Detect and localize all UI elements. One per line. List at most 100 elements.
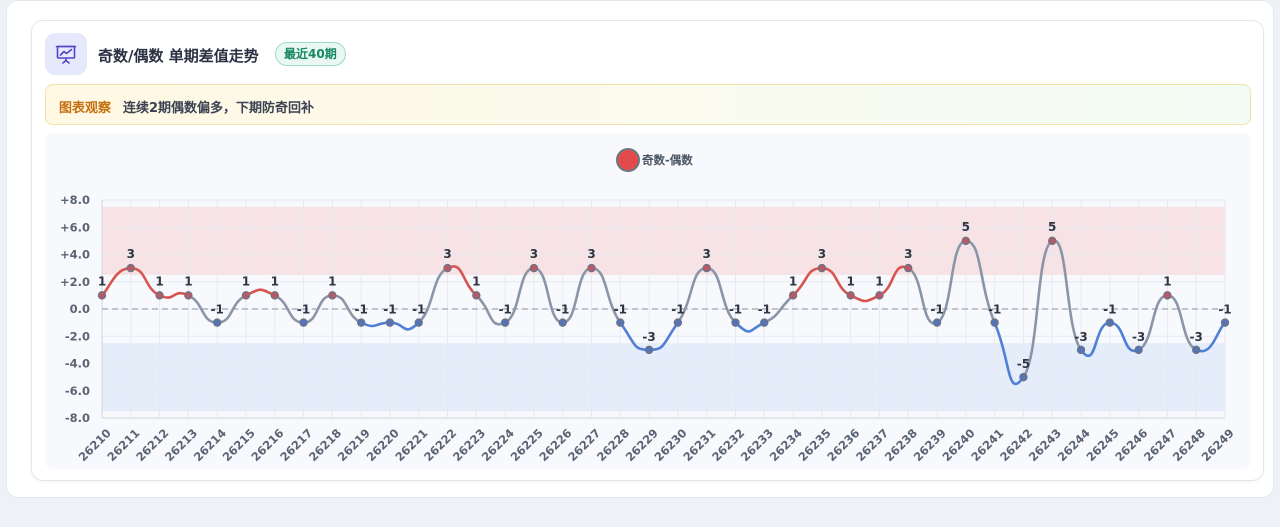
series-line-segment: [1079, 321, 1112, 358]
data-point[interactable]: [760, 318, 769, 327]
y-tick-label: +6.0: [60, 220, 90, 234]
data-label: -1: [412, 303, 425, 317]
series-line-segment: [1050, 239, 1083, 352]
data-point[interactable]: [500, 318, 510, 327]
data-label: 3: [443, 247, 451, 261]
data-point[interactable]: [97, 291, 107, 300]
data-point[interactable]: [558, 318, 567, 327]
trend-chart: +8.0+6.0+4.0+2.00.0-2.0-4.0-6.0-8.0 2621…: [60, 148, 1237, 464]
data-label: -1: [556, 303, 569, 317]
y-tick-label: -8.0: [65, 411, 90, 425]
insight-text: 连续2期偶数偏多，下期防奇回补: [123, 101, 315, 116]
data-point[interactable]: [904, 263, 913, 273]
data-label: 5: [962, 220, 970, 234]
data-point[interactable]: [529, 263, 539, 273]
data-point[interactable]: [1134, 345, 1143, 355]
data-point[interactable]: [241, 291, 251, 300]
data-point[interactable]: [817, 263, 827, 273]
data-point[interactable]: [961, 236, 971, 246]
insight-label: 图表观察: [59, 101, 112, 116]
data-point[interactable]: [212, 318, 222, 327]
data-point[interactable]: [443, 263, 452, 273]
series-line-segment: [849, 294, 881, 303]
data-label: -1: [758, 303, 771, 317]
chart-panel: +8.0 +6.0 +4.0 +2.0 0.0 -2.0 -4.0 -6.0 -8.0 2621…: [45, 133, 1251, 469]
legend-label: 奇数-偶数: [642, 153, 693, 167]
data-point[interactable]: [1048, 236, 1057, 246]
data-label: 1: [875, 274, 883, 288]
y-tick-label: -6.0: [65, 384, 90, 398]
data-label: -1: [211, 303, 224, 317]
data-point[interactable]: [126, 263, 135, 273]
data-point[interactable]: [328, 291, 337, 300]
data-label: 5: [1048, 220, 1056, 234]
data-point[interactable]: [990, 318, 999, 327]
data-label: -5: [1017, 357, 1030, 371]
data-label: 1: [184, 274, 192, 288]
data-label: -1: [1103, 303, 1116, 317]
series-line-segment: [993, 321, 1025, 386]
presentation-chart-icon: [45, 33, 87, 75]
data-point[interactable]: [414, 318, 423, 327]
data-point[interactable]: [846, 291, 855, 300]
data-label: -1: [930, 303, 943, 317]
period-badge: 最近40期: [275, 42, 346, 66]
data-point[interactable]: [587, 263, 596, 273]
data-label: -3: [642, 330, 655, 344]
x-tick-label: 26249: [1199, 426, 1237, 464]
series-line-segment: [964, 239, 996, 324]
data-point[interactable]: [702, 263, 711, 273]
data-label: -1: [354, 303, 367, 317]
chart-legend[interactable]: 奇数-偶数: [616, 148, 693, 172]
data-point[interactable]: [1220, 318, 1230, 327]
data-label: -1: [988, 303, 1001, 317]
data-label: -1: [1218, 303, 1231, 317]
series-line-segment: [244, 288, 277, 297]
series-line-segment: [359, 321, 392, 328]
data-label: 3: [127, 247, 135, 261]
y-tick-label: +8.0: [60, 193, 90, 207]
series-line-segment: [417, 266, 449, 324]
highlight-band: [102, 206, 1225, 275]
data-label: 1: [271, 274, 279, 288]
series-line-segment: [935, 239, 968, 324]
data-label: 3: [530, 247, 538, 261]
data-point[interactable]: [299, 318, 308, 327]
data-label: -1: [671, 303, 684, 317]
y-tick-label: -2.0: [65, 329, 90, 343]
data-point[interactable]: [875, 291, 884, 300]
legend-swatch: [616, 148, 640, 172]
data-point[interactable]: [155, 291, 164, 300]
data-point[interactable]: [1076, 345, 1086, 355]
data-point[interactable]: [385, 318, 395, 327]
data-point[interactable]: [1105, 318, 1115, 327]
series-line-segment: [561, 266, 593, 324]
data-point[interactable]: [1019, 372, 1028, 382]
chart-card: 奇数/偶数 单期差值走势 最近40期 图表观察 连续2期偶数偏多，下期防奇回补 …: [31, 20, 1264, 481]
data-label: -1: [614, 303, 627, 317]
data-point[interactable]: [932, 318, 942, 327]
data-point[interactable]: [184, 291, 193, 300]
data-point[interactable]: [673, 318, 683, 327]
card-title: 奇数/偶数 单期差值走势: [98, 47, 259, 65]
data-point[interactable]: [472, 291, 481, 300]
data-point[interactable]: [731, 318, 740, 327]
data-point[interactable]: [644, 345, 654, 355]
data-label: -1: [729, 303, 742, 317]
data-point[interactable]: [1163, 291, 1172, 300]
data-point[interactable]: [356, 318, 366, 327]
y-tick-label: 0.0: [70, 302, 90, 316]
y-tick-label: -4.0: [65, 357, 90, 371]
data-point[interactable]: [788, 291, 798, 300]
data-label: -3: [1132, 330, 1145, 344]
data-point[interactable]: [270, 291, 279, 300]
y-tick-label: +2.0: [60, 275, 90, 289]
data-point[interactable]: [616, 318, 625, 327]
data-label: 1: [472, 274, 480, 288]
series-line-segment: [734, 321, 766, 333]
data-label: 3: [904, 247, 912, 261]
data-label: -1: [297, 303, 310, 317]
data-label: 1: [328, 274, 336, 288]
data-label: -3: [1190, 330, 1203, 344]
data-point[interactable]: [1192, 345, 1201, 355]
